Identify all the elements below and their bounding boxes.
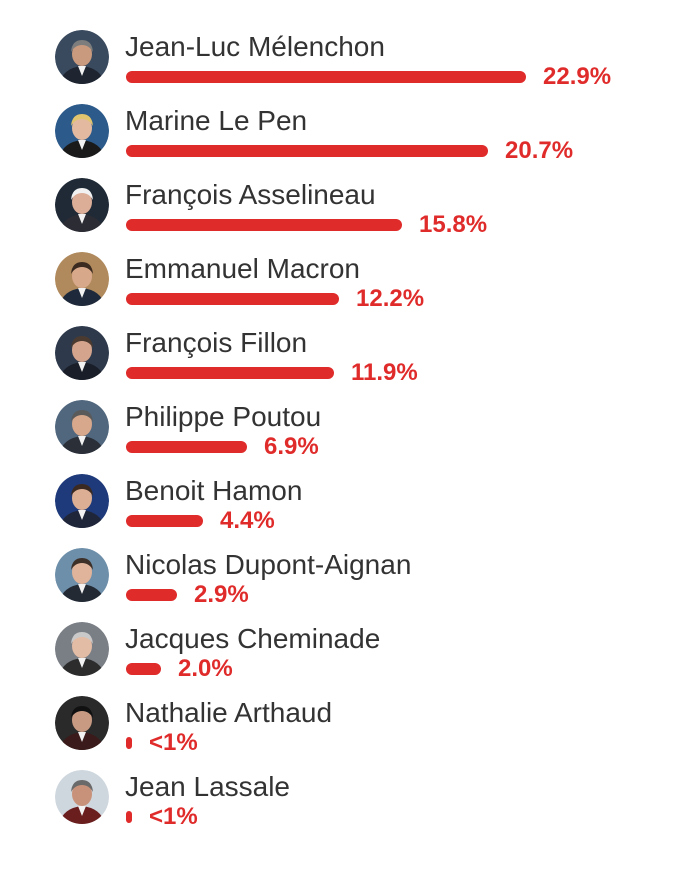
bar (126, 71, 526, 83)
chart-row: Jacques Cheminade 2.0% (0, 622, 700, 696)
bar-value-label: <1% (149, 803, 198, 830)
bar-value-label: 4.4% (220, 507, 275, 534)
bar-value-label: <1% (149, 729, 198, 756)
chart-row: Philippe Poutou 6.9% (0, 400, 700, 474)
bar-value-label: 22.9% (543, 63, 612, 90)
candidate-name: Emmanuel Macron (125, 253, 360, 284)
bar (126, 293, 339, 305)
candidate-avatar (55, 326, 109, 380)
candidate-name: Jacques Cheminade (125, 623, 381, 654)
candidate-avatar (55, 548, 109, 602)
candidate-avatar (55, 178, 109, 232)
bar (126, 441, 247, 453)
bar (126, 737, 132, 749)
candidate-name: Marine Le Pen (125, 105, 308, 136)
candidate-name: François Asselineau (125, 179, 376, 210)
chart-row: Nicolas Dupont-Aignan 2.9% (0, 548, 700, 622)
candidate-name: Nathalie Arthaud (125, 697, 333, 728)
candidate-avatar (55, 104, 109, 158)
candidate-avatar (55, 474, 109, 528)
candidate-name: Benoit Hamon (125, 475, 303, 506)
bar (126, 219, 402, 231)
bar-value-label: 12.2% (356, 285, 425, 312)
chart-row: Benoit Hamon 4.4% (0, 474, 700, 548)
bar (126, 589, 177, 601)
candidate-name: Jean-Luc Mélenchon (125, 31, 385, 62)
chart-row: Nathalie Arthaud <1% (0, 696, 700, 770)
candidate-avatar (55, 400, 109, 454)
candidate-name: Jean Lassale (125, 771, 291, 802)
candidate-name: Nicolas Dupont-Aignan (125, 549, 412, 580)
chart-row: Jean Lassale <1% (0, 770, 700, 844)
candidate-avatar (55, 696, 109, 750)
bar-value-label: 6.9% (264, 433, 319, 460)
bar-value-label: 2.0% (178, 655, 233, 682)
bar-value-label: 20.7% (505, 137, 574, 164)
chart-row: Marine Le Pen 20.7% (0, 104, 700, 178)
bar (126, 515, 203, 527)
chart-row: Jean-Luc Mélenchon 22.9% (0, 30, 700, 104)
candidate-avatar (55, 622, 109, 676)
bar (126, 663, 161, 675)
candidate-avatar (55, 252, 109, 306)
chart-row: François Fillon 11.9% (0, 326, 700, 400)
bar-value-label: 11.9% (351, 359, 418, 386)
bar (126, 367, 334, 379)
candidate-name: Philippe Poutou (125, 401, 322, 432)
chart-row: François Asselineau 15.8% (0, 178, 700, 252)
bar-value-label: 2.9% (194, 581, 249, 608)
bar (126, 811, 132, 823)
candidate-avatar (55, 770, 109, 824)
bar (126, 145, 488, 157)
candidate-name: François Fillon (125, 327, 308, 358)
chart-row: Emmanuel Macron 12.2% (0, 252, 700, 326)
bar-value-label: 15.8% (419, 211, 488, 238)
candidate-avatar (55, 30, 109, 84)
